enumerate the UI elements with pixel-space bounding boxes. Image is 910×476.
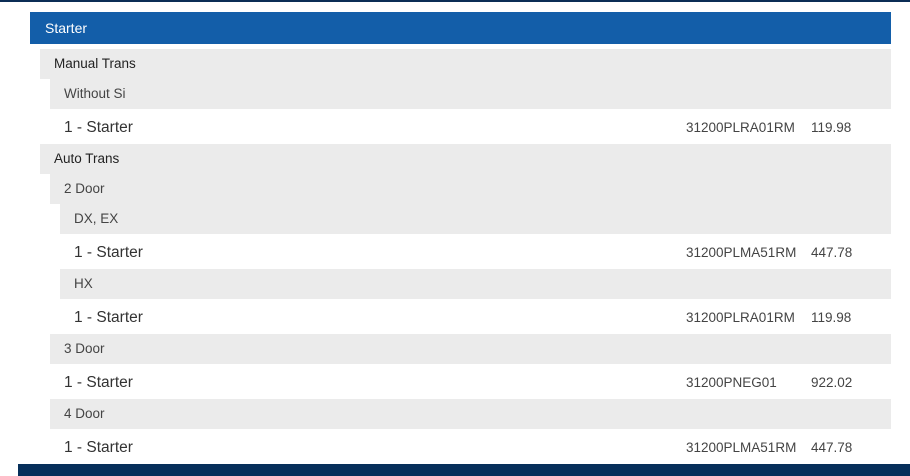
section-header[interactable]: Starter (30, 12, 891, 44)
category-label: HX (74, 276, 93, 291)
part-price: 447.78 (811, 245, 853, 260)
part-row[interactable]: 1 - Starter 31200PLMA51RM 447.78 (0, 234, 891, 269)
part-row[interactable]: 1 - Starter 31200PLRA01RM 119.98 (0, 109, 891, 144)
part-number: 31200PLMA51RM (686, 440, 797, 455)
part-label[interactable]: 1 - Starter (64, 439, 133, 456)
category-row[interactable]: Without Si (50, 79, 891, 109)
category-label: 2 Door (64, 181, 105, 196)
category-row[interactable]: Manual Trans (40, 49, 891, 79)
part-number: 31200PLMA51RM (686, 245, 797, 260)
part-label[interactable]: 1 - Starter (64, 374, 133, 391)
category-row[interactable]: 4 Door (50, 399, 891, 429)
part-price: 119.98 (811, 310, 852, 325)
category-label: 3 Door (64, 341, 105, 356)
category-row[interactable]: 2 Door (50, 174, 891, 204)
section-title: Starter (45, 20, 88, 36)
part-row[interactable]: 1 - Starter 31200PLMA51RM 447.78 (0, 429, 891, 464)
category-row[interactable]: Auto Trans (40, 144, 891, 174)
part-label[interactable]: 1 - Starter (64, 119, 133, 136)
category-label: DX, EX (74, 211, 119, 226)
part-number: 31200PLRA01RM (686, 120, 795, 135)
top-nav-border (0, 0, 910, 2)
part-price: 119.98 (811, 120, 852, 135)
bottom-nav-bar (18, 464, 910, 476)
part-label[interactable]: 1 - Starter (74, 309, 143, 326)
part-row[interactable]: 1 - Starter 31200PNEG01 922.02 (0, 364, 891, 399)
category-row[interactable]: 3 Door (50, 334, 891, 364)
category-label: Manual Trans (54, 56, 136, 71)
category-row[interactable]: DX, EX (60, 204, 891, 234)
part-number: 31200PNEG01 (686, 375, 777, 390)
part-label[interactable]: 1 - Starter (74, 244, 143, 261)
part-row[interactable]: 1 - Starter 31200PLRA01RM 119.98 (0, 299, 891, 334)
part-price: 922.02 (811, 375, 853, 390)
category-label: 4 Door (64, 406, 105, 421)
parts-list: Manual Trans Without Si 1 - Starter 31200PL… (0, 49, 910, 464)
part-price: 447.78 (811, 440, 853, 455)
category-label: Without Si (64, 86, 126, 101)
category-label: Auto Trans (54, 151, 120, 166)
part-number: 31200PLRA01RM (686, 310, 795, 325)
category-row[interactable]: HX (60, 269, 891, 299)
